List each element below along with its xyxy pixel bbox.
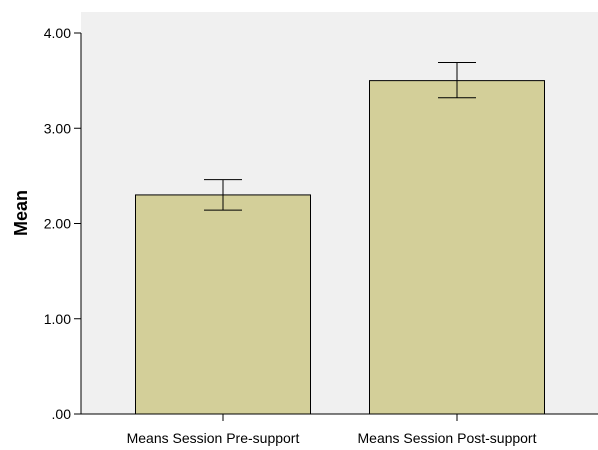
- labels-group: .00 1.00 2.00 3.00 4.00 Means Session Pre-sup…: [44, 25, 537, 446]
- bar: [369, 80, 545, 415]
- x-tick-label: Means Session Post-support: [358, 430, 537, 446]
- y-tick-label: 4.00: [44, 25, 71, 41]
- y-tick-label: 3.00: [44, 120, 71, 136]
- axes-group: [74, 32, 598, 421]
- y-tick-label: 2.00: [44, 216, 71, 232]
- bars-group: [135, 62, 545, 415]
- y-axis-title: Mean: [11, 190, 31, 236]
- x-tick-label: Means Session Pre-support: [127, 430, 300, 446]
- y-tick-label: .00: [52, 406, 72, 422]
- y-tick-label: 1.00: [44, 311, 71, 327]
- bar: [135, 194, 311, 415]
